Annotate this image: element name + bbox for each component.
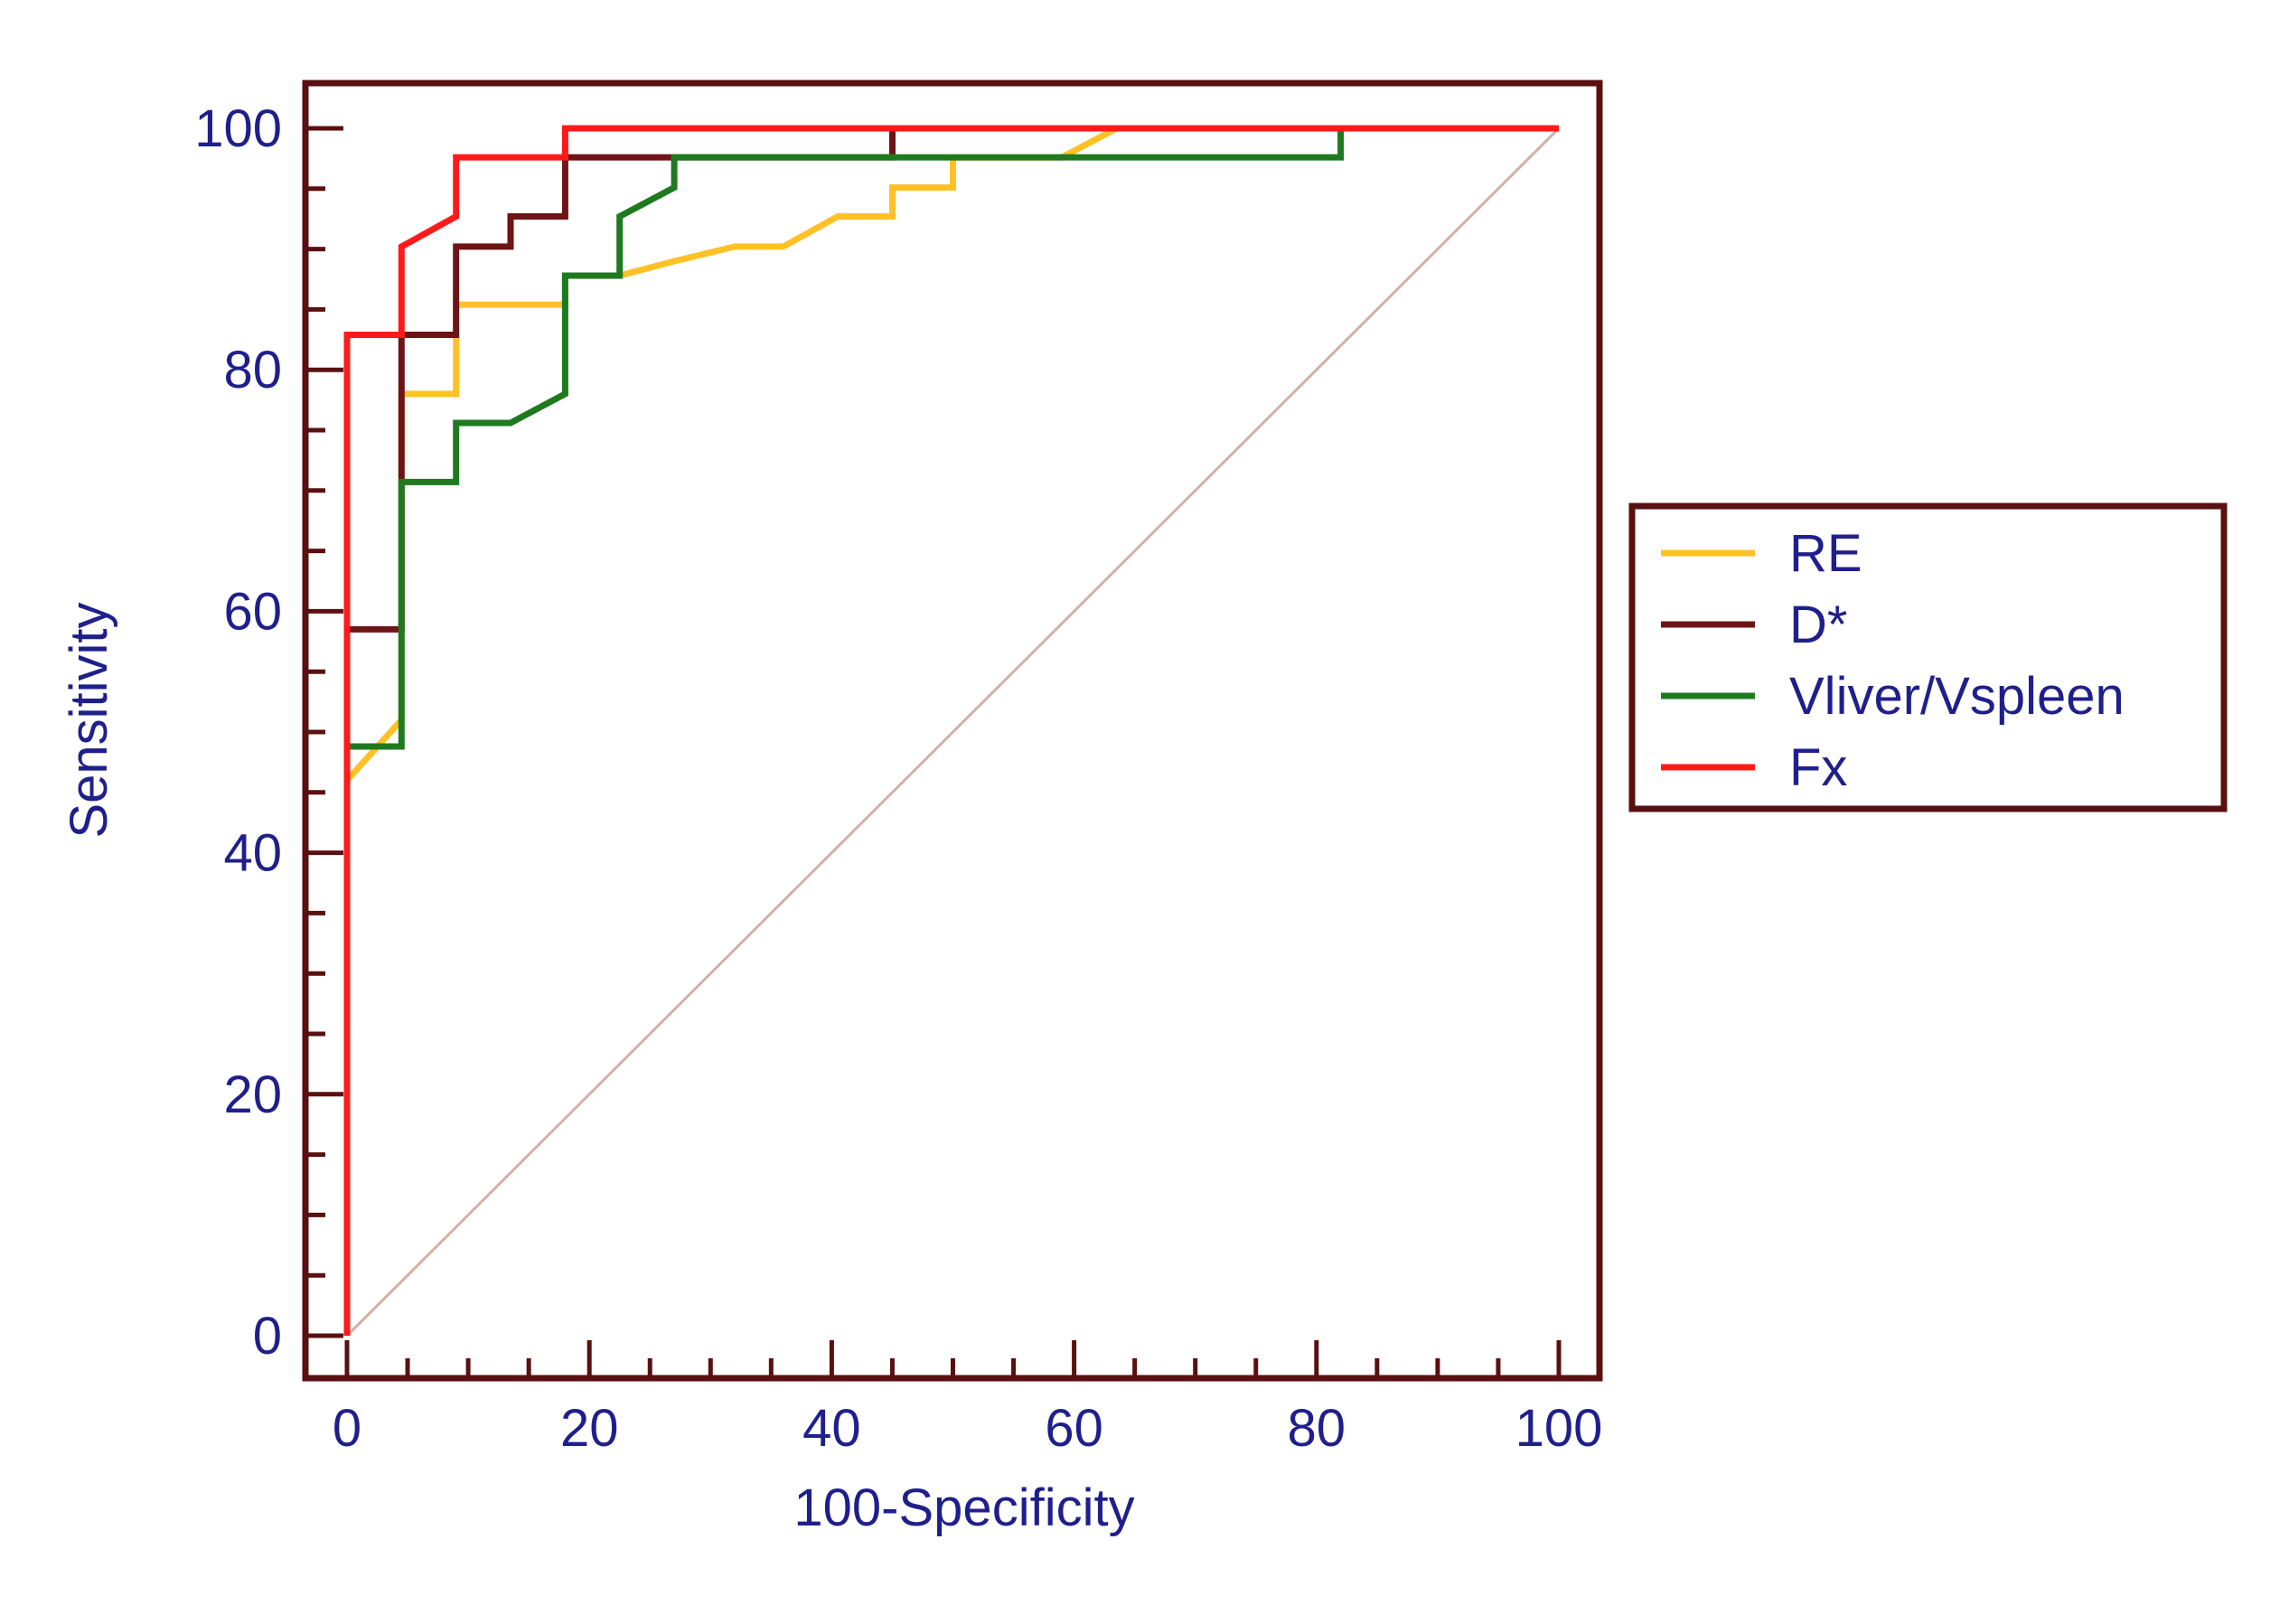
x-tick-label: 40 xyxy=(802,1399,861,1458)
y-axis-title: Sensitivity xyxy=(60,602,118,838)
legend-label-re: RE xyxy=(1789,524,1862,583)
series-line-vliver-vspleen xyxy=(343,125,1559,1336)
legend-label-d: D* xyxy=(1789,596,1847,654)
series-line-fx xyxy=(343,125,1559,1336)
x-axis-title: 100-Specificity xyxy=(793,1478,1134,1537)
y-tick-label: 0 xyxy=(253,1307,282,1366)
tick-layer: 0 20 40 60 80 100 0 20 40 60 80 100 xyxy=(194,99,1602,1458)
reference-diagonal-line xyxy=(345,127,1561,1338)
y-tick-label: 20 xyxy=(223,1065,282,1124)
series-line-re xyxy=(343,125,1559,1336)
series-layer xyxy=(343,125,1559,1336)
legend-label-fx: Fx xyxy=(1789,738,1847,797)
x-tick-label: 20 xyxy=(560,1399,619,1458)
legend: RE D* Vliver/Vspleen Fx xyxy=(1628,502,2228,812)
y-tick-label: 80 xyxy=(223,341,282,399)
legend-box xyxy=(1628,502,2228,812)
x-tick-label: 100 xyxy=(1515,1399,1603,1458)
legend-label-vliver-vspleen: Vliver/Vspleen xyxy=(1789,667,2125,726)
y-tick-label: 40 xyxy=(223,824,282,883)
y-tick-label: 60 xyxy=(223,582,282,641)
reference-line-layer xyxy=(345,127,1561,1338)
y-tick-label: 100 xyxy=(194,99,282,158)
x-tick-label: 60 xyxy=(1045,1399,1103,1458)
x-tick-label: 80 xyxy=(1288,1399,1346,1458)
x-tick-label: 0 xyxy=(333,1399,361,1458)
